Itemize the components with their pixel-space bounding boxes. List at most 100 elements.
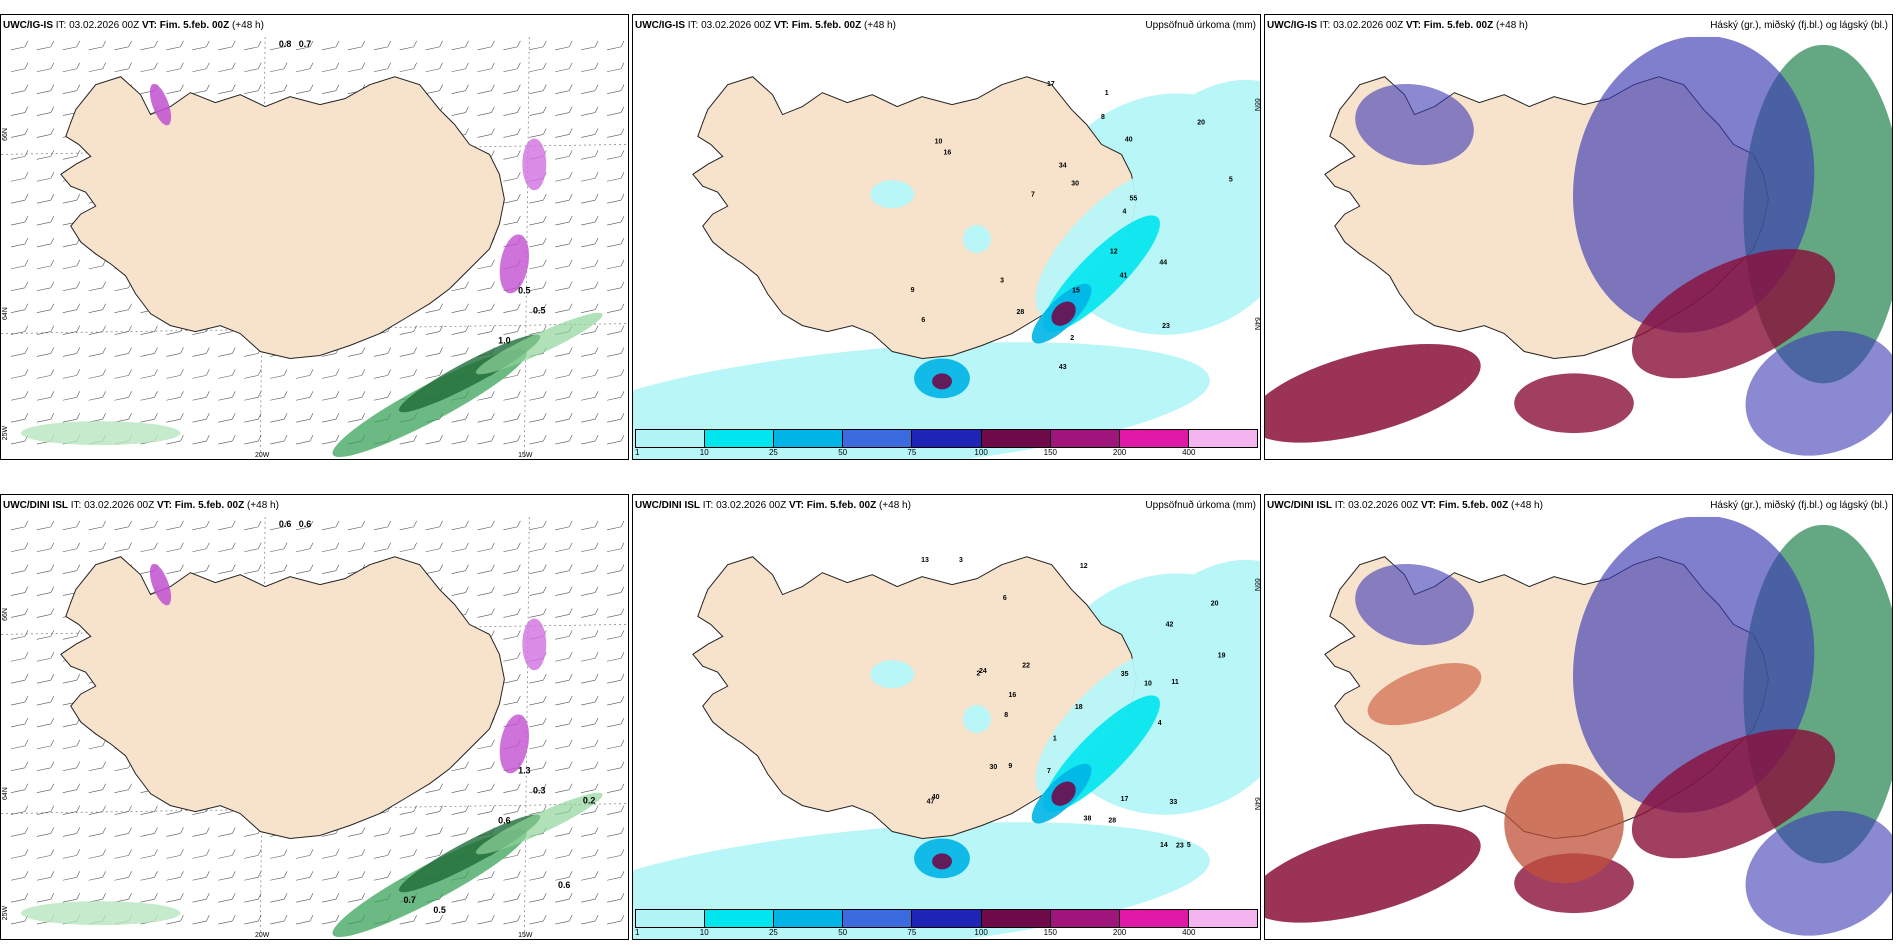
panel-header: UWC/DINI ISL IT: 03.02.2026 00Z VT: Fim.… (1265, 495, 1892, 517)
wind-barb (140, 347, 158, 357)
precip-core (1051, 301, 1076, 326)
wind-barb (529, 194, 547, 204)
wind-barb (581, 674, 599, 684)
wind-barb (607, 761, 625, 772)
wind-barb (140, 893, 158, 903)
wind-barb (451, 281, 469, 292)
wind-barb (62, 717, 81, 728)
colorbar-swatch (636, 430, 706, 447)
iceland-land (692, 556, 1137, 839)
wind-barb (607, 215, 625, 226)
wind-barb (477, 40, 495, 51)
wind-barb (607, 652, 625, 662)
wind-barb (425, 303, 443, 313)
wind-barb (62, 871, 81, 881)
snow-area (149, 563, 172, 606)
wind-barb (529, 586, 547, 596)
wind-barb (140, 805, 158, 815)
wind-barb (581, 369, 599, 379)
precip-value: 23 (1162, 323, 1170, 330)
cloud-map (1265, 515, 1892, 939)
wind-barb (36, 586, 55, 596)
wind-barb (114, 347, 132, 357)
wind-barb (10, 194, 29, 204)
wind-barb (62, 761, 81, 772)
wind-barb (503, 520, 521, 531)
wind-barb (425, 783, 443, 793)
wind-barb (607, 303, 625, 313)
wind-barb (477, 871, 495, 881)
colorbar-tick: 25 (768, 448, 778, 457)
wind-barb (347, 871, 366, 881)
colorbar-swatch (981, 910, 1051, 927)
wind-barb (477, 608, 495, 618)
wind-barb (244, 520, 262, 531)
wind-barb (607, 150, 625, 160)
wind-barb (581, 194, 599, 204)
wind-barb (62, 40, 81, 51)
wind-barb (218, 564, 236, 574)
wind-barb (36, 608, 55, 618)
wind-barb (36, 783, 55, 793)
wind-barb (503, 150, 521, 160)
wind-barb (192, 62, 210, 73)
wind-barb (321, 84, 340, 94)
wind-barb (529, 739, 547, 750)
wind-map: 66N 64N 25W 20W 15W 0.6 0.6 1.3 0.6 0.3 0.2 0.7 0.5 0… (1, 516, 628, 939)
wind-barb (166, 40, 184, 51)
wind-barb (10, 303, 29, 313)
wind-barb (581, 128, 599, 138)
wind-barb (321, 564, 340, 574)
wind-barb (555, 413, 573, 423)
colorbar-swatch (981, 430, 1051, 447)
wind-barb (88, 413, 106, 423)
wind-barb (581, 303, 599, 313)
wind-barb (36, 652, 55, 662)
wind-barb (451, 914, 469, 925)
wind-barb (36, 391, 55, 401)
wind-barb (244, 84, 262, 94)
wind-barb (140, 40, 158, 51)
wind-barb (114, 40, 132, 51)
wind-barb (607, 520, 625, 531)
wind-barb (529, 303, 547, 313)
wind-barb (295, 893, 314, 903)
wind-barb (581, 849, 599, 859)
wind-barb (451, 542, 469, 553)
wind-barb (218, 369, 236, 379)
wind-barb (529, 391, 547, 401)
wind-barb (36, 542, 55, 553)
wind-barb (529, 783, 547, 793)
wind-barb (270, 849, 288, 859)
wind-barb (192, 914, 210, 925)
colorbar-swatch (705, 430, 775, 447)
wind-barb (477, 805, 495, 815)
wind-barb (88, 391, 106, 401)
wind-barb (295, 520, 314, 531)
wind-barb (114, 281, 132, 292)
wind-barb (36, 717, 55, 728)
precip-value: 18 (1075, 704, 1083, 711)
colorbar-swatch (1188, 430, 1257, 447)
wind-barb (62, 237, 81, 248)
wind-barb (607, 172, 625, 182)
wind-barb (529, 717, 547, 728)
wind-barb (581, 215, 599, 226)
precip-value: 12 (1110, 248, 1118, 255)
wind-barb (62, 413, 81, 423)
wind-barb (503, 914, 521, 925)
wind-barb (555, 128, 573, 138)
precip-value: 9 (1008, 763, 1012, 770)
wind-barb (555, 150, 573, 160)
wind-barb (166, 827, 184, 837)
wind-barb (36, 259, 55, 270)
wind-barb (529, 520, 547, 531)
wind-barb (477, 914, 495, 925)
wind-barb (10, 805, 29, 815)
wind-barb (36, 194, 55, 204)
wind-barb (503, 172, 521, 182)
wind-barb (555, 347, 573, 357)
wind-barb (503, 215, 521, 226)
wind-barb (503, 303, 521, 313)
wind-barb (10, 259, 29, 270)
